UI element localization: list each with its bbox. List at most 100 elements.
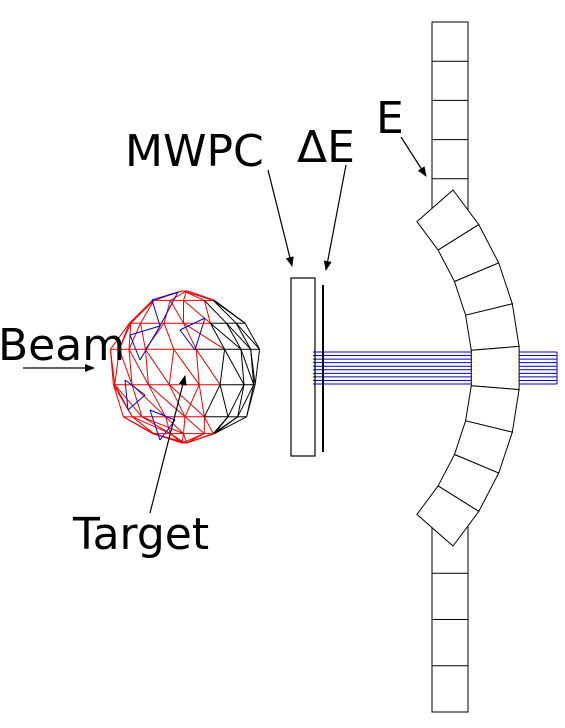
target-mesh xyxy=(109,290,261,444)
mesh-edge xyxy=(237,384,255,418)
mesh-edge xyxy=(141,416,184,435)
mesh-edge xyxy=(203,384,221,418)
mesh-edge xyxy=(226,322,242,350)
mesh-edge xyxy=(237,384,245,417)
mesh-edge xyxy=(240,349,245,385)
mwpc-arrow xyxy=(267,169,294,267)
mesh-edge xyxy=(186,433,215,444)
mesh-edge xyxy=(235,322,252,350)
mesh-edge xyxy=(244,322,261,350)
mesh-edge xyxy=(144,349,149,385)
mesh-edge xyxy=(209,322,226,350)
mesh-edge xyxy=(112,384,124,417)
mesh-edge xyxy=(181,433,184,444)
mesh-edge xyxy=(173,349,200,385)
mesh-edge xyxy=(140,323,146,350)
mesh-edge xyxy=(128,349,133,385)
e-arc-cell xyxy=(470,345,520,391)
mesh-edge xyxy=(118,349,133,385)
mesh-edge xyxy=(195,349,200,385)
mesh-edge xyxy=(128,349,149,385)
mesh-edge xyxy=(165,416,171,434)
mesh-edge xyxy=(123,416,155,435)
mesh-edge xyxy=(235,322,260,350)
mesh-edge xyxy=(240,349,255,385)
mesh-edge xyxy=(203,416,214,434)
mesh-edge xyxy=(118,322,132,350)
mesh-edge xyxy=(151,299,161,327)
mesh-edge xyxy=(128,322,141,350)
mesh-edge xyxy=(194,317,206,351)
mesh-edge xyxy=(144,349,170,385)
mesh-edge xyxy=(124,379,146,396)
mesh-edge xyxy=(151,291,179,301)
mesh-edge xyxy=(212,300,237,324)
mesh-edge xyxy=(127,394,146,411)
mesh-edge xyxy=(159,291,179,327)
beam-label: Beam xyxy=(0,320,125,371)
mesh-edge xyxy=(184,416,205,434)
mesh-edge xyxy=(147,384,167,418)
mesh-edge xyxy=(109,322,130,350)
mesh-edge xyxy=(168,349,175,385)
mesh-edge xyxy=(254,349,261,385)
mesh-edge xyxy=(141,416,171,435)
mesh-edge xyxy=(246,384,256,417)
mesh-edge xyxy=(148,384,186,418)
e-label: E xyxy=(376,93,404,144)
mesh-edge xyxy=(139,325,161,361)
target-arrow xyxy=(149,375,187,514)
mesh-edge xyxy=(149,409,176,421)
mesh-edge xyxy=(163,323,175,350)
mesh-edge xyxy=(226,322,252,350)
mesh-edge xyxy=(210,322,242,350)
mesh-edge xyxy=(179,317,206,331)
mesh-edge xyxy=(114,384,143,418)
mesh-edge xyxy=(195,349,221,385)
mesh-edge xyxy=(179,329,196,351)
mwpc-detector xyxy=(290,277,316,457)
mesh-edge xyxy=(214,416,238,435)
mesh-edge xyxy=(124,379,129,411)
mesh-edge xyxy=(183,322,225,350)
target-label: Target xyxy=(72,509,209,560)
mesh-edge xyxy=(187,290,215,301)
e-detector xyxy=(416,21,520,713)
mesh-edge xyxy=(169,290,187,301)
mesh-edge xyxy=(168,384,205,418)
mesh-edge xyxy=(214,299,246,324)
beam-lines xyxy=(313,351,558,385)
mesh-edge xyxy=(131,384,143,417)
e-upper-stack xyxy=(431,21,469,219)
e-arc-cell xyxy=(416,485,480,547)
mesh-edge xyxy=(131,416,155,434)
mesh-edge xyxy=(227,384,245,418)
mesh-edge xyxy=(129,325,161,336)
mesh-edge xyxy=(203,300,227,324)
mwpc-label: MWPC xyxy=(125,126,264,177)
mesh-edge xyxy=(149,409,161,441)
mesh-edge xyxy=(184,384,200,418)
mesh-edge xyxy=(169,433,183,444)
mesh-edge xyxy=(129,334,141,361)
mesh-edge xyxy=(140,300,155,324)
mesh-edge xyxy=(250,349,256,385)
mesh-edge xyxy=(168,384,186,418)
delta-e-arrow xyxy=(323,164,347,271)
mesh-edge xyxy=(165,416,184,434)
mesh-edge xyxy=(114,349,120,385)
mesh-edge xyxy=(219,349,226,385)
mesh-edge xyxy=(198,384,205,417)
mesh-edge xyxy=(183,300,211,324)
mesh-edge xyxy=(203,300,211,324)
mesh-edge xyxy=(169,300,184,324)
e-arrow xyxy=(400,136,427,177)
mesh-edge xyxy=(183,416,186,434)
mesh-edge xyxy=(132,416,171,435)
mesh-edge xyxy=(214,416,247,435)
mesh-edge xyxy=(109,349,116,385)
mesh-edge xyxy=(219,384,229,417)
mesh-edge xyxy=(130,300,155,324)
